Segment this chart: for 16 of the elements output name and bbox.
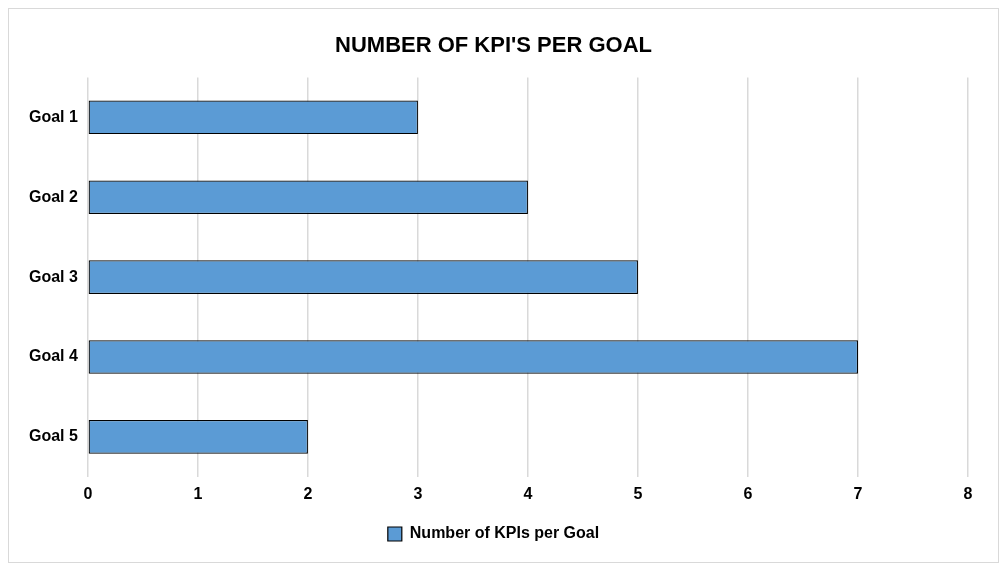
chart-title: NUMBER OF KPI'S PER GOAL bbox=[335, 32, 652, 58]
y-tick-label: Goal 2 bbox=[29, 187, 79, 205]
x-tick-label: 6 bbox=[743, 484, 753, 502]
x-tick-label: 0 bbox=[83, 484, 93, 502]
y-tick-label: Goal 3 bbox=[29, 267, 79, 285]
x-tick-label: 3 bbox=[413, 484, 423, 502]
x-tick-label: 1 bbox=[193, 484, 203, 502]
y-tick-label: Goal 5 bbox=[29, 427, 79, 445]
x-tick-label: 7 bbox=[853, 484, 863, 502]
x-tick-label: 8 bbox=[963, 484, 973, 502]
x-tick-label: 5 bbox=[633, 484, 643, 502]
y-tick-label: Goal 4 bbox=[29, 347, 79, 365]
x-tick-label: 4 bbox=[523, 484, 533, 502]
x-tick-label: 2 bbox=[303, 484, 313, 502]
legend-label: Number of KPIs per Goal bbox=[409, 524, 600, 542]
y-tick-label: Goal 1 bbox=[29, 107, 79, 125]
